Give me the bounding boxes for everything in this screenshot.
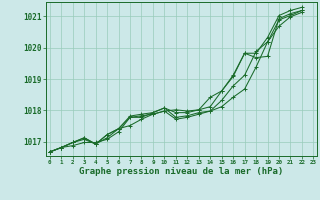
X-axis label: Graphe pression niveau de la mer (hPa): Graphe pression niveau de la mer (hPa) bbox=[79, 167, 284, 176]
